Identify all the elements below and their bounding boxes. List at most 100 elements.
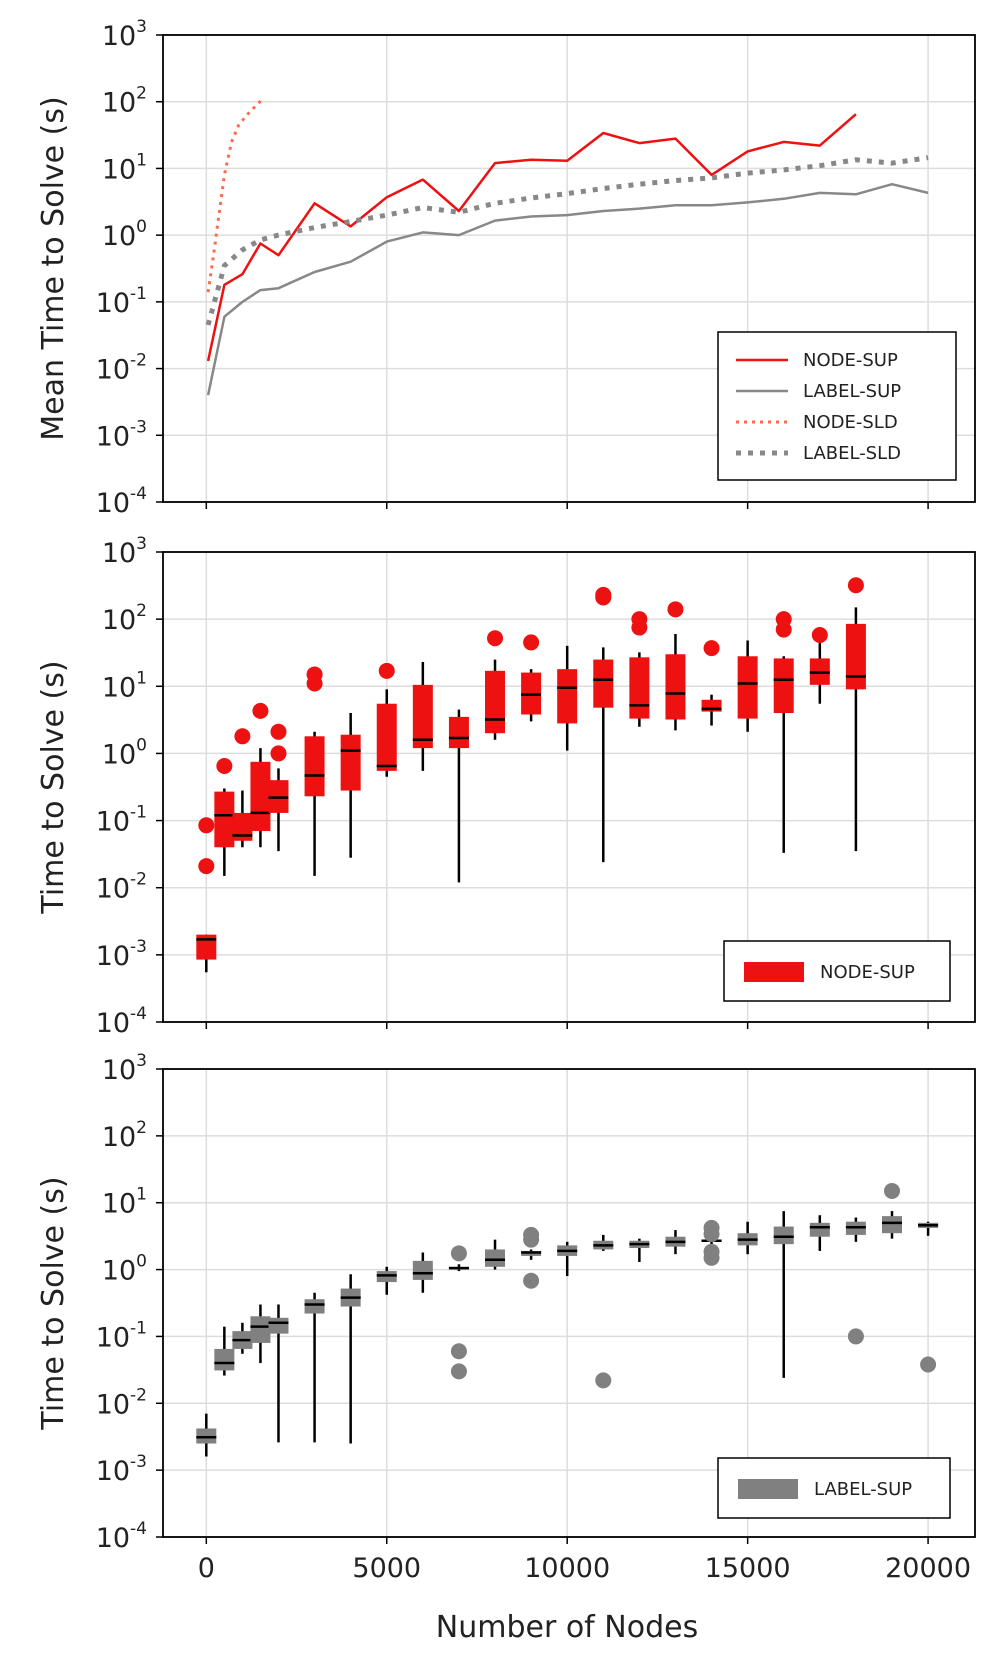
- plot-area: [196, 577, 866, 973]
- box-iqr: [232, 812, 253, 841]
- box-iqr: [196, 934, 217, 960]
- series-line-node-sup: [206, 113, 857, 362]
- box-outlier: [703, 640, 720, 657]
- y-axis-label: Mean Time to Solve (s): [36, 96, 71, 440]
- y-tick-label: 103: [102, 534, 147, 569]
- panel-1: 10-4 10-3 10-2 10-1 100 101 102 103 Mean Time to…: [36, 17, 976, 519]
- box-iqr: [629, 657, 650, 719]
- y-tick-label: 10-4: [96, 1004, 147, 1039]
- box-iqr: [845, 623, 866, 690]
- legend-swatch: [744, 962, 804, 982]
- box-iqr: [304, 736, 325, 797]
- box-outlier: [847, 1328, 864, 1345]
- y-tick-label: 10-4: [96, 484, 147, 519]
- box-outlier: [703, 1219, 720, 1236]
- plot-frame: [162, 1068, 976, 1538]
- box-outlier: [270, 745, 287, 762]
- box-iqr: [250, 1316, 271, 1343]
- x-tick-label: 0: [198, 1553, 215, 1584]
- y-tick-label: 10-3: [96, 937, 147, 972]
- box-outlier: [306, 666, 323, 683]
- series-line-label-sld: [205, 155, 929, 326]
- box-iqr: [881, 1216, 902, 1234]
- box-iqr: [376, 703, 397, 771]
- x-tick-label: 5000: [352, 1553, 421, 1584]
- plot-area: [205, 96, 929, 396]
- y-axis-label: Time to Solve (s): [36, 1176, 71, 1430]
- y-tick-label: 100: [102, 735, 147, 770]
- x-tick-label: 20000: [885, 1553, 971, 1584]
- box-outlier: [216, 757, 233, 774]
- y-tick-label: 10-4: [96, 1519, 147, 1554]
- y-tick-label: 103: [102, 1051, 147, 1086]
- box-iqr: [701, 699, 722, 712]
- legend-box: [717, 331, 957, 481]
- box-outlier: [523, 634, 540, 651]
- legend-label: LABEL-SUP: [803, 381, 901, 402]
- plot-area: [196, 1182, 939, 1457]
- box-iqr: [250, 761, 271, 831]
- panel-3: 10-4 10-3 10-2 10-1 100 101 102 103 Time to Solv…: [36, 1051, 976, 1584]
- legend-label: LABEL-SLD: [803, 443, 901, 464]
- y-tick-label: 100: [102, 1252, 147, 1287]
- y-tick-label: 10-3: [96, 1452, 147, 1487]
- series-line-node-sld: [206, 96, 266, 293]
- box-iqr: [412, 1260, 433, 1280]
- box-outlier: [775, 611, 792, 628]
- box-outlier: [595, 586, 612, 603]
- box-outlier: [252, 702, 269, 719]
- x-axis-label: Number of Nodes: [436, 1610, 698, 1645]
- y-tick-label: 10-1: [96, 803, 147, 838]
- x-tick-label: 15000: [705, 1553, 791, 1584]
- y-tick-label: 10-2: [96, 1385, 147, 1420]
- box-iqr: [773, 1226, 794, 1245]
- box-outlier: [450, 1343, 467, 1360]
- y-tick-label: 10-2: [96, 870, 147, 905]
- y-tick-label: 101: [102, 1185, 147, 1220]
- box-iqr: [485, 670, 506, 734]
- box-outlier: [523, 1226, 540, 1243]
- y-tick-label: 102: [102, 601, 147, 636]
- y-tick-label: 102: [102, 84, 147, 119]
- box-iqr: [809, 1222, 830, 1237]
- box-iqr: [304, 1299, 325, 1314]
- box-iqr: [196, 1428, 217, 1444]
- box-iqr: [340, 734, 361, 791]
- box-iqr: [665, 654, 686, 720]
- legend-label: LABEL-SUP: [814, 1479, 912, 1500]
- series-line-label-sup: [206, 182, 929, 396]
- box-iqr: [737, 656, 758, 719]
- panel-2: 10-4 10-3 10-2 10-1 100 101 102 103 Time to Solv…: [36, 534, 976, 1039]
- box-iqr: [214, 1348, 235, 1371]
- box-outlier: [523, 1272, 540, 1289]
- box-iqr: [268, 1317, 289, 1334]
- box-outlier: [487, 630, 504, 647]
- box-iqr: [485, 1249, 506, 1267]
- box-outlier: [234, 728, 251, 745]
- box-iqr: [773, 658, 794, 714]
- box-outlier: [920, 1356, 937, 1373]
- panels: 10-4 10-3 10-2 10-1 100 101 102 103 Mean Time to…: [36, 17, 976, 1584]
- box-iqr: [412, 684, 433, 749]
- box-iqr: [593, 659, 614, 708]
- box-outlier: [631, 611, 648, 628]
- box-iqr: [448, 716, 469, 749]
- box-outlier: [378, 662, 395, 679]
- box-outlier: [883, 1182, 900, 1199]
- plot-frame: [162, 551, 976, 1023]
- box-outlier: [198, 817, 215, 834]
- box-iqr: [557, 669, 578, 724]
- box-outlier: [270, 723, 287, 740]
- box-outlier: [198, 858, 215, 875]
- y-tick-label: 101: [102, 150, 147, 185]
- box-outlier: [811, 627, 828, 644]
- plot-frame: [162, 34, 976, 503]
- y-tick-label: 10-1: [96, 1318, 147, 1353]
- legend-swatch: [738, 1479, 798, 1499]
- y-tick-label: 10-2: [96, 351, 147, 386]
- y-tick-label: 10-3: [96, 417, 147, 452]
- y-tick-label: 103: [102, 17, 147, 52]
- box-iqr: [214, 791, 235, 848]
